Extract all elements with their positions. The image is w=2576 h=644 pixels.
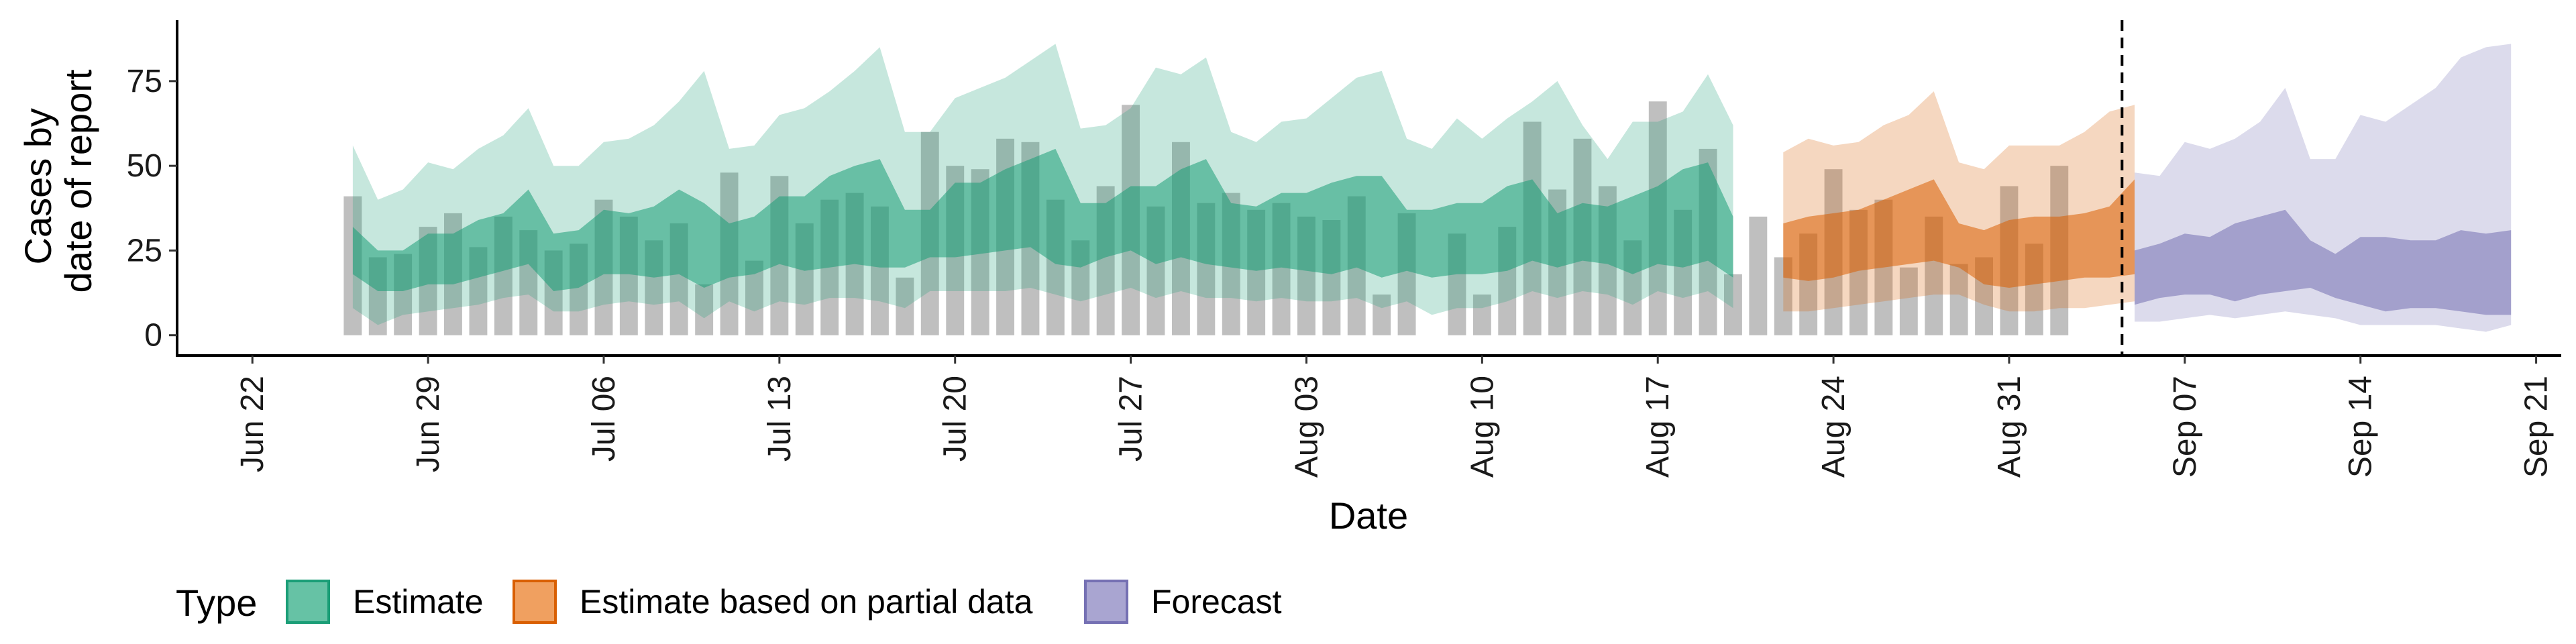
case-bar — [1373, 294, 1391, 335]
y-tick-label: 0 — [144, 318, 162, 354]
x-tick-label: Aug 31 — [1992, 376, 2027, 478]
x-tick-label: Aug 03 — [1289, 376, 1325, 478]
x-tick-label: Aug 24 — [1816, 376, 1851, 478]
x-tick-label: Sep 07 — [2167, 376, 2203, 478]
x-tick-label: Sep 14 — [2343, 376, 2379, 478]
legend: Type Estimate Estimate based on partial d… — [176, 580, 1282, 624]
x-tick-label: Jul 20 — [938, 376, 973, 462]
case-bar — [695, 284, 714, 335]
y-tick-label: 50 — [127, 148, 162, 184]
x-tick-label: Aug 10 — [1464, 376, 1500, 478]
case-bar — [1749, 216, 1768, 335]
x-axis-title: Date — [1329, 494, 1408, 537]
ribbon-50-forecast — [2135, 209, 2512, 315]
x-ticks: Jun 22 Jun 29 Jul 06 Jul 13 Jul 20 Jul 27 Aug … — [235, 356, 2555, 478]
ribbon-50-partial — [1783, 179, 2135, 288]
y-ticks: 0 25 50 75 — [127, 64, 177, 354]
case-bar — [1724, 274, 1742, 335]
legend-swatch-partial — [513, 580, 557, 624]
legend-swatch-forecast — [1084, 580, 1128, 624]
x-tick-label: Jul 06 — [586, 376, 622, 462]
y-axis-title: Cases by date of report — [17, 69, 99, 293]
case-bar — [896, 277, 914, 335]
x-tick-label: Jul 27 — [1114, 376, 1149, 462]
legend-label-estimate: Estimate — [353, 583, 484, 621]
legend-label-forecast: Forecast — [1151, 583, 1282, 621]
x-tick-label: Jun 29 — [411, 376, 446, 472]
x-tick-label: Jul 13 — [762, 376, 798, 462]
case-bar — [1899, 267, 1918, 335]
case-bar — [1472, 294, 1491, 335]
legend-label-partial: Estimate based on partial data — [580, 583, 1033, 621]
ribbon-90-partial — [1783, 91, 2135, 312]
x-tick-label: Sep 21 — [2519, 376, 2555, 478]
axes — [176, 20, 2561, 357]
x-tick-label: Aug 17 — [1640, 376, 1676, 478]
y-tick-label: 75 — [127, 64, 162, 99]
legend-title: Type — [176, 582, 257, 624]
case-bar — [1949, 264, 1968, 335]
y-axis-title-line-1: Cases by — [17, 108, 59, 264]
plot-area — [343, 20, 2512, 356]
ribbon-50-estimate — [352, 148, 1733, 291]
x-tick-label: Jun 22 — [235, 376, 270, 472]
y-tick-label: 25 — [127, 233, 162, 268]
y-axis-title-line-2: date of report — [57, 69, 99, 293]
legend-swatch-estimate — [286, 580, 330, 624]
